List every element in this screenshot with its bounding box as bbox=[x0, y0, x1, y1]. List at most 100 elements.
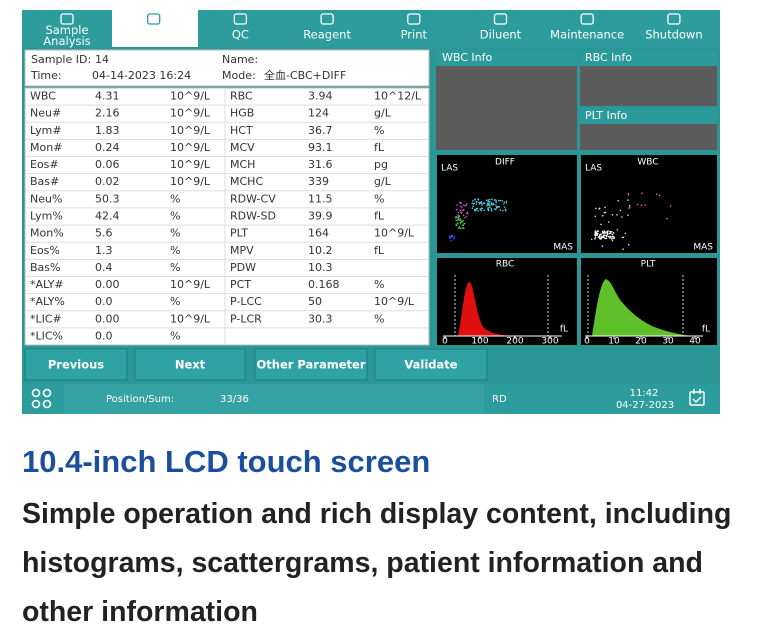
tab-icon bbox=[60, 13, 74, 25]
scatter-dot bbox=[448, 236, 451, 238]
table-cell: 10^9/L bbox=[374, 227, 415, 240]
tab-icon bbox=[233, 13, 248, 25]
nav-tab[interactable]: Diluent bbox=[480, 13, 522, 42]
scatter-dot bbox=[606, 233, 609, 235]
nav-tab[interactable]: QC bbox=[232, 13, 249, 42]
tick-label: 100 bbox=[471, 337, 488, 347]
scatter-dot bbox=[472, 205, 474, 208]
scatter-dot bbox=[607, 221, 610, 223]
table-cell: 93.1 bbox=[308, 141, 333, 154]
scatter-dot bbox=[453, 236, 456, 238]
scatter-dot bbox=[644, 204, 646, 206]
panel-header bbox=[580, 50, 717, 66]
scatter-dot bbox=[492, 203, 494, 206]
scatter-dot bbox=[491, 198, 493, 201]
scatter-dot bbox=[455, 216, 457, 218]
panel-header bbox=[436, 50, 577, 66]
tick-label: 10 bbox=[608, 337, 620, 347]
scatter-dot bbox=[594, 231, 597, 234]
scatter-dot bbox=[504, 208, 507, 211]
button[interactable]: Next bbox=[134, 348, 246, 381]
scatter-dot bbox=[460, 219, 462, 222]
table-cell: *LIC# bbox=[30, 312, 62, 325]
home-icon[interactable] bbox=[31, 388, 52, 409]
status-user: RD bbox=[492, 394, 507, 405]
scatter-dot bbox=[627, 199, 629, 201]
table-cell: % bbox=[170, 329, 180, 342]
scatter-dot bbox=[590, 238, 593, 241]
table-cell: 10^9/L bbox=[170, 90, 211, 103]
scatter-dot bbox=[449, 235, 452, 238]
tab-icon bbox=[667, 13, 681, 25]
tab-label: Maintenance bbox=[550, 28, 624, 42]
scatter-dot bbox=[596, 230, 599, 232]
status-field bbox=[64, 384, 484, 414]
table-cell: 1.83 bbox=[95, 124, 120, 137]
histogram bbox=[437, 258, 577, 345]
scatter-dot bbox=[622, 236, 625, 239]
nav-tab[interactable]: Reagent bbox=[303, 13, 351, 42]
scattergram bbox=[437, 155, 577, 253]
table-cell: *ALY% bbox=[30, 295, 65, 308]
hist-title: RBC bbox=[496, 260, 515, 270]
scatter-dot bbox=[594, 230, 597, 232]
nav-tab[interactable]: Sample Analysis bbox=[43, 13, 91, 48]
table-cell: % bbox=[170, 261, 180, 274]
calendar-icon[interactable] bbox=[689, 389, 705, 406]
scatter-dot bbox=[488, 203, 491, 205]
scatter-dot bbox=[601, 214, 604, 217]
scatter-dot bbox=[594, 238, 596, 240]
scatter-dot bbox=[461, 227, 464, 229]
scatter-dot bbox=[608, 232, 611, 235]
table-cell: 0.24 bbox=[95, 141, 120, 154]
tab-label: Sample Analysis bbox=[43, 23, 90, 48]
scatter-dot bbox=[456, 222, 459, 224]
button[interactable]: Other Parameter bbox=[254, 348, 368, 381]
button[interactable]: Previous bbox=[24, 348, 128, 381]
scatter-dot bbox=[603, 234, 605, 236]
table-cell: Bas# bbox=[30, 175, 59, 188]
tab-label: Print bbox=[401, 28, 428, 42]
scatter-dot bbox=[457, 216, 460, 219]
table-cell: Neu# bbox=[30, 107, 61, 120]
button[interactable]: Validate bbox=[374, 348, 488, 381]
table-cell: % bbox=[170, 210, 180, 223]
scatter-dot bbox=[612, 232, 615, 234]
scatter-dot bbox=[601, 236, 604, 239]
table-cell: Neu% bbox=[30, 192, 62, 205]
scatter-dot bbox=[460, 205, 462, 208]
scatter-dot bbox=[471, 202, 474, 205]
scatter-dot bbox=[449, 237, 452, 239]
nav-tab[interactable]: Print bbox=[401, 13, 428, 42]
nav-tab[interactable]: Shutdown bbox=[645, 13, 703, 42]
table-cell: P-LCC bbox=[230, 295, 262, 308]
scatter-dot bbox=[503, 206, 506, 208]
scatter-dot bbox=[503, 203, 505, 205]
scatter-dot bbox=[600, 238, 602, 240]
button-label: Previous bbox=[48, 358, 104, 372]
scatter-dot bbox=[595, 231, 598, 233]
table-cell: 2.16 bbox=[95, 107, 120, 120]
scatter-dot bbox=[503, 201, 506, 203]
tick-label: 0 bbox=[442, 337, 448, 347]
hist-unit: fL bbox=[560, 325, 568, 335]
scatter-dot bbox=[603, 211, 606, 214]
table-cell: *LIC% bbox=[30, 329, 63, 342]
nav-tab[interactable]: Review bbox=[133, 13, 174, 42]
scatter-dot bbox=[612, 237, 615, 240]
scatter-dot bbox=[627, 243, 630, 246]
scatter-dot bbox=[606, 231, 609, 233]
scatter-dot bbox=[594, 215, 596, 218]
scatter-dot bbox=[480, 209, 483, 212]
nav-tab[interactable]: Maintenance bbox=[550, 13, 624, 42]
label: Sample ID: bbox=[31, 53, 91, 66]
tab-icon bbox=[147, 13, 161, 25]
table-cell: HGB bbox=[230, 107, 254, 120]
scatter-dot bbox=[669, 205, 672, 207]
result-table bbox=[24, 87, 430, 346]
scatter-dot bbox=[601, 230, 604, 233]
scatter-dot bbox=[473, 202, 476, 205]
scatter-dot bbox=[485, 199, 488, 202]
scatter-dot bbox=[472, 200, 474, 202]
table-cell: WBC bbox=[30, 90, 56, 103]
